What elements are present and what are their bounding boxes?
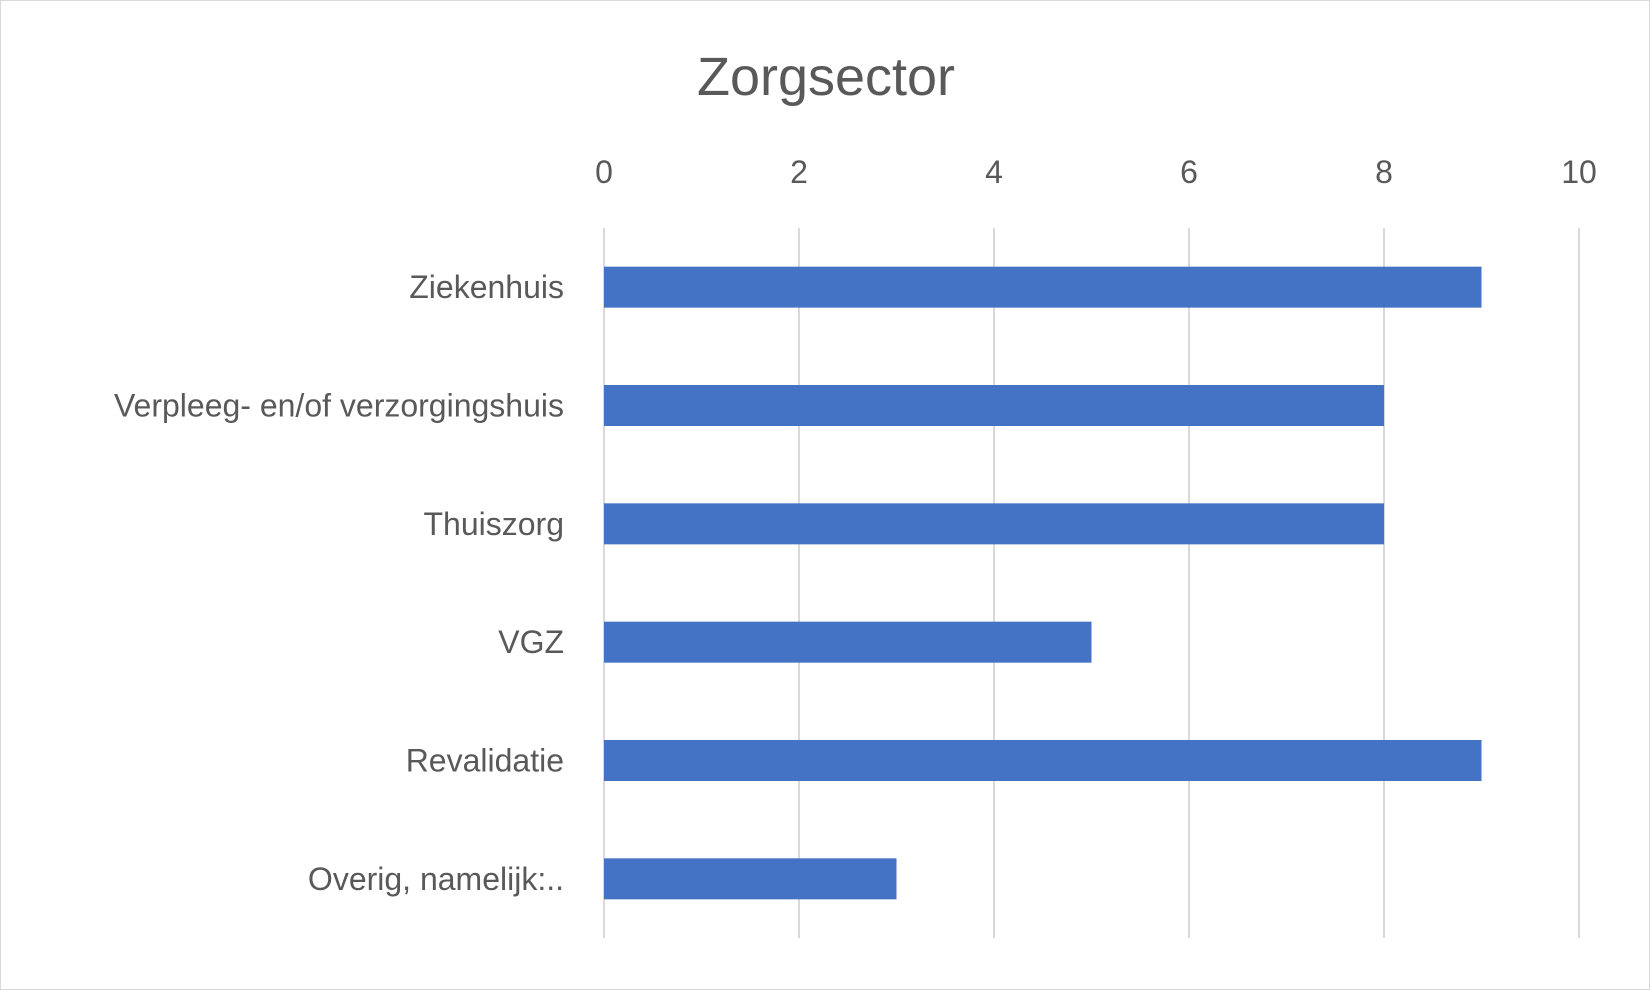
x-axis-ticks: 0 2 4 6 8 10	[595, 154, 1597, 190]
bar	[604, 740, 1482, 781]
category-label: VGZ	[498, 624, 564, 660]
bar	[604, 621, 1092, 663]
bar	[604, 503, 1384, 545]
x-tick-label: 2	[790, 154, 808, 190]
x-tick-label: 10	[1561, 154, 1597, 190]
chart-title: Zorgsector	[697, 47, 955, 107]
x-tick-label: 4	[985, 154, 1003, 190]
bar	[604, 858, 897, 900]
x-tick-label: 8	[1375, 154, 1393, 190]
category-label: Verpleeg- en/of verzorgingshuis	[114, 388, 564, 424]
category-labels: Ziekenhuis Verpleeg- en/of verzorgingshui…	[114, 269, 564, 897]
x-tick-label: 0	[595, 154, 613, 190]
bar	[604, 385, 1384, 426]
x-tick-label: 6	[1180, 154, 1198, 190]
category-label: Thuiszorg	[424, 506, 565, 542]
bar	[604, 266, 1482, 308]
bars	[604, 266, 1482, 900]
category-label: Revalidatie	[406, 743, 564, 779]
gridlines	[603, 228, 1580, 938]
category-label: Ziekenhuis	[409, 269, 564, 305]
category-label: Overig, namelijk:..	[308, 861, 564, 897]
